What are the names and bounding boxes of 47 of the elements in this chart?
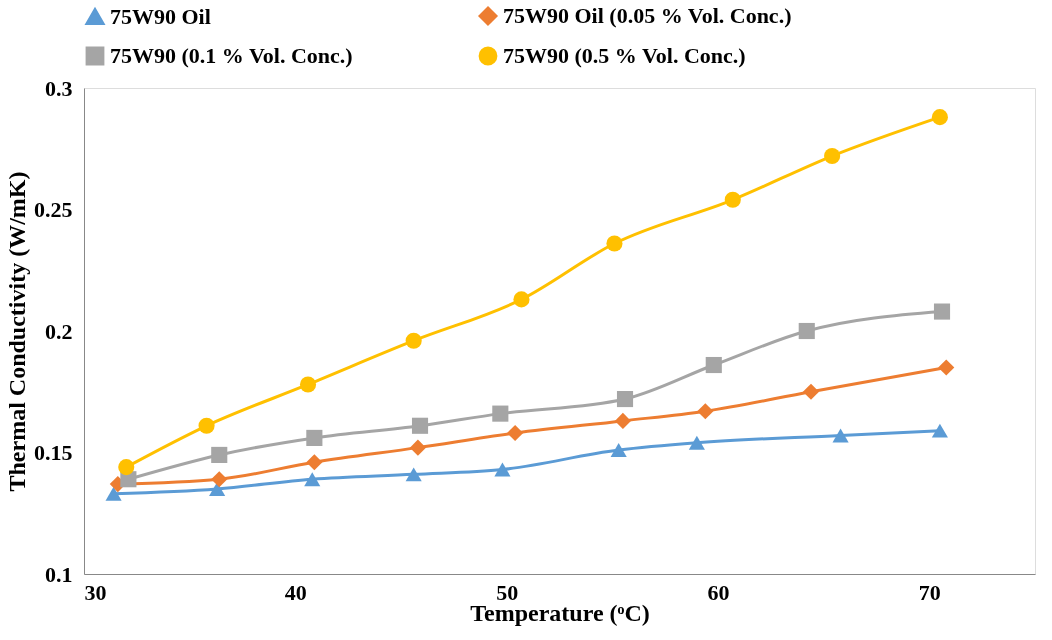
point xyxy=(614,412,631,429)
x-tick-label: 60 xyxy=(707,579,730,605)
point xyxy=(931,423,948,438)
x-tick-label: 70 xyxy=(918,579,941,605)
point xyxy=(118,459,135,476)
point xyxy=(304,472,321,487)
point xyxy=(688,435,705,450)
y-tick-label: 0.15 xyxy=(34,440,73,465)
y-tick-label: 0.25 xyxy=(34,197,73,222)
point xyxy=(606,235,623,252)
point xyxy=(494,462,511,477)
point xyxy=(299,376,317,393)
point xyxy=(705,356,722,374)
point xyxy=(198,417,215,434)
point xyxy=(306,454,323,471)
point xyxy=(697,403,714,420)
point xyxy=(492,405,509,422)
point xyxy=(931,109,948,126)
point xyxy=(938,359,955,376)
point xyxy=(802,383,820,400)
x-tick-label: 40 xyxy=(284,579,307,605)
y-tick-label: 0.3 xyxy=(45,75,73,101)
point xyxy=(824,147,841,165)
y-tick-label: 0.1 xyxy=(45,561,73,587)
point xyxy=(211,471,228,488)
point xyxy=(798,322,815,340)
point xyxy=(405,467,422,482)
point xyxy=(616,390,634,408)
point xyxy=(306,429,323,446)
point xyxy=(411,417,429,434)
point xyxy=(405,332,422,349)
point xyxy=(105,486,122,501)
point xyxy=(513,291,530,308)
point xyxy=(211,446,228,463)
point xyxy=(409,439,426,456)
legend-label: 75W90 Oil (0.05 % Vol. Conc.) xyxy=(503,3,792,29)
x-tick-label: 30 xyxy=(84,579,107,605)
point xyxy=(507,425,524,442)
point xyxy=(933,303,951,320)
legend-label: 75W90 (0.1 % Vol. Conc.) xyxy=(110,43,353,68)
point xyxy=(724,191,741,208)
y-axis-title: Thermal Conductivity (W/mK) xyxy=(4,171,30,492)
legend-label: 75W90 (0.5 % Vol. Conc.) xyxy=(503,43,746,68)
legend-label: 75W90 Oil xyxy=(110,3,211,29)
y-tick-label: 0.2 xyxy=(45,318,73,344)
point xyxy=(610,443,627,458)
point xyxy=(832,428,849,443)
